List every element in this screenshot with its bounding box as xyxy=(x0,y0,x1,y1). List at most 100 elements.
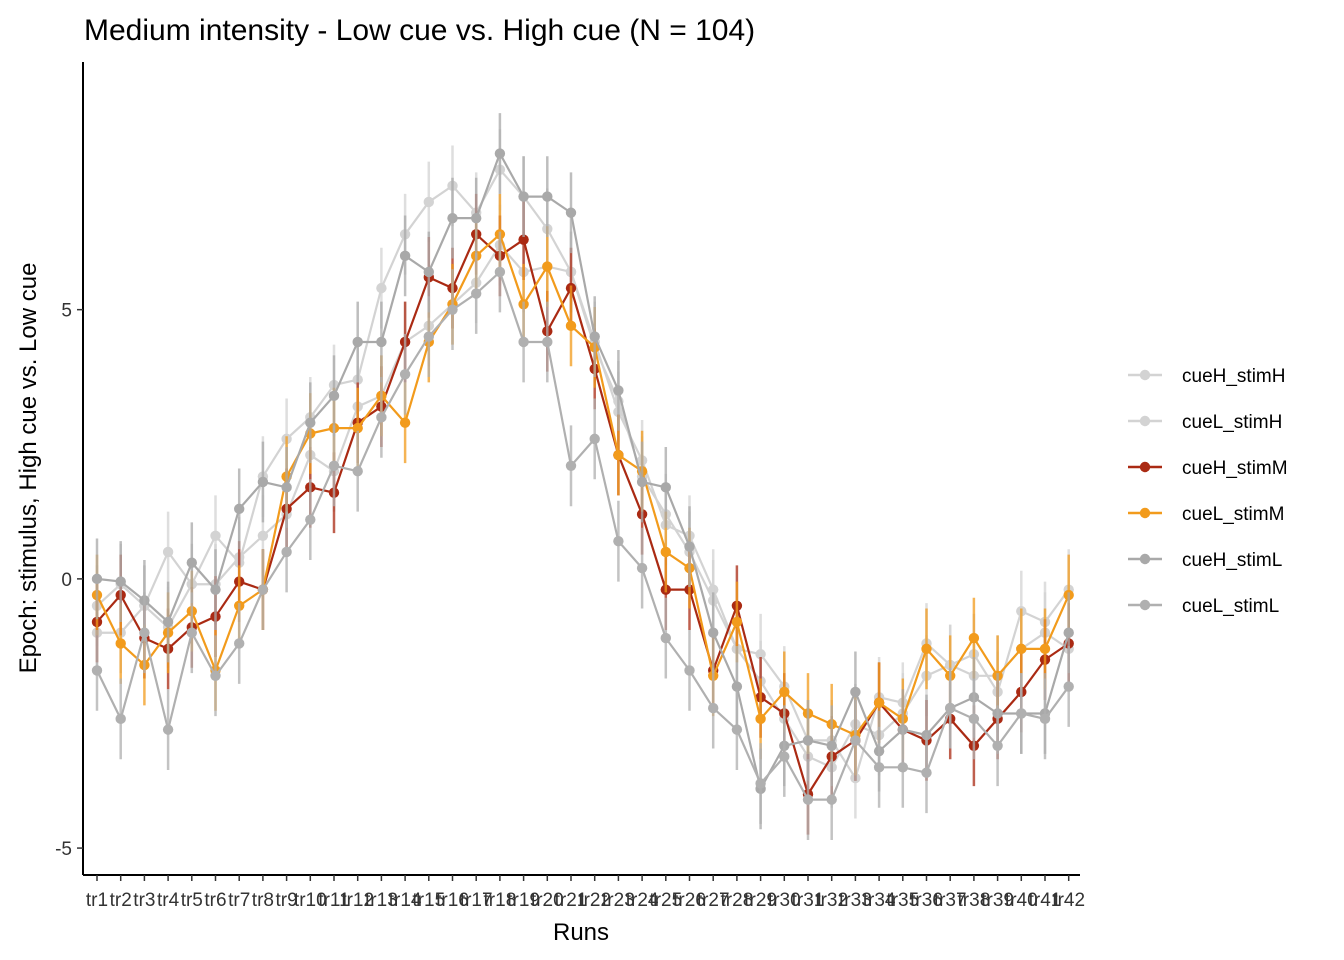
data-point xyxy=(281,546,292,558)
series-cueL_stimL xyxy=(91,231,1074,841)
x-tick-label: tr17 xyxy=(460,890,493,911)
x-tick-label: tr29 xyxy=(744,890,777,911)
data-point xyxy=(399,369,411,380)
legend-item-cueH_stimH: cueH_stimH xyxy=(1128,366,1285,387)
x-tick-label: tr10 xyxy=(294,890,327,911)
data-point xyxy=(234,638,245,649)
x-tick-label: tr38 xyxy=(958,890,991,911)
data-point xyxy=(399,250,411,262)
legend-item-cueL_stimH: cueL_stimH xyxy=(1128,412,1282,433)
data-point xyxy=(565,320,577,332)
series-line xyxy=(96,150,1070,792)
data-point xyxy=(139,627,150,638)
x-tick-label: tr18 xyxy=(484,890,517,911)
data-point xyxy=(921,767,932,778)
data-point xyxy=(873,762,885,773)
data-point xyxy=(613,385,624,396)
legend-label: cueL_stimM xyxy=(1182,504,1284,525)
data-point xyxy=(779,686,790,698)
data-point xyxy=(305,417,316,428)
data-point xyxy=(305,514,316,525)
legend-swatch-point xyxy=(1139,507,1151,519)
legend-label: cueL_stimL xyxy=(1182,596,1279,617)
x-tick-label: tr11 xyxy=(318,890,349,911)
data-point xyxy=(542,336,553,348)
x-tick-label: tr5 xyxy=(181,890,203,911)
x-tick-label: tr14 xyxy=(389,890,422,911)
data-point xyxy=(162,616,174,628)
x-tick-label: tr31 xyxy=(792,890,825,911)
data-point xyxy=(613,449,624,461)
x-axis-title: Runs xyxy=(553,919,609,946)
data-point xyxy=(210,584,221,595)
legend-swatch-point xyxy=(1139,599,1151,611)
legend-label: cueH_stimH xyxy=(1182,366,1285,387)
y-tick-label: -5 xyxy=(55,839,72,860)
data-point xyxy=(992,740,1003,751)
data-point xyxy=(542,261,553,272)
data-point xyxy=(423,196,434,208)
data-point xyxy=(257,584,269,595)
x-tick-label: tr8 xyxy=(252,890,274,911)
y-tick-label: 5 xyxy=(61,301,72,322)
data-point xyxy=(755,713,766,725)
x-tick-label: tr26 xyxy=(673,890,706,911)
x-tick-label: tr34 xyxy=(863,890,896,911)
x-tick-label: tr39 xyxy=(981,890,1014,911)
data-point xyxy=(613,535,624,547)
x-tick-label: tr12 xyxy=(341,890,374,911)
data-point xyxy=(328,390,340,402)
data-point xyxy=(636,476,648,488)
data-point xyxy=(91,573,103,585)
data-point xyxy=(494,148,506,159)
x-tick-label: tr24 xyxy=(626,890,659,911)
legend-label: cueH_stimM xyxy=(1182,458,1288,479)
x-tick-label: tr19 xyxy=(507,890,540,911)
data-point xyxy=(1039,643,1051,655)
x-tick-label: tr16 xyxy=(436,890,469,911)
data-point xyxy=(565,460,577,472)
data-point xyxy=(115,713,126,725)
data-point xyxy=(115,576,126,587)
x-tick-label: tr7 xyxy=(228,890,250,911)
data-point xyxy=(660,632,671,644)
data-point xyxy=(399,417,411,428)
data-point xyxy=(850,735,861,746)
data-point xyxy=(352,336,363,348)
x-tick-label: tr33 xyxy=(839,890,872,911)
x-tick-label: tr32 xyxy=(815,890,848,911)
y-axis-title: Epoch: stimulus, High cue vs. Low cue xyxy=(15,263,42,674)
data-point xyxy=(447,304,458,315)
data-point xyxy=(91,665,103,676)
data-point xyxy=(1016,643,1027,655)
data-point xyxy=(494,266,506,278)
data-point xyxy=(802,735,814,746)
data-point xyxy=(873,697,885,708)
data-point xyxy=(352,465,363,477)
data-point xyxy=(731,724,743,735)
data-point xyxy=(850,686,861,698)
x-tick-label: tr23 xyxy=(602,890,635,911)
legend-label: cueH_stimL xyxy=(1182,550,1282,571)
data-point xyxy=(897,762,908,773)
data-point xyxy=(708,627,719,638)
x-tick-label: tr22 xyxy=(578,890,611,911)
legend-swatch-point xyxy=(1139,415,1151,427)
x-tick-label: tr27 xyxy=(697,890,730,911)
data-point xyxy=(684,541,695,552)
data-point xyxy=(731,681,743,692)
data-point xyxy=(210,530,221,542)
data-point xyxy=(376,412,387,423)
data-point xyxy=(1063,681,1074,692)
data-point xyxy=(968,632,980,644)
data-point xyxy=(968,713,980,725)
data-point xyxy=(921,643,932,655)
data-point xyxy=(755,778,766,789)
x-tick-label: tr15 xyxy=(412,890,445,911)
data-point xyxy=(1039,713,1051,725)
data-point xyxy=(565,207,577,218)
data-point xyxy=(826,740,837,751)
x-tick-label: tr41 xyxy=(1029,890,1062,911)
